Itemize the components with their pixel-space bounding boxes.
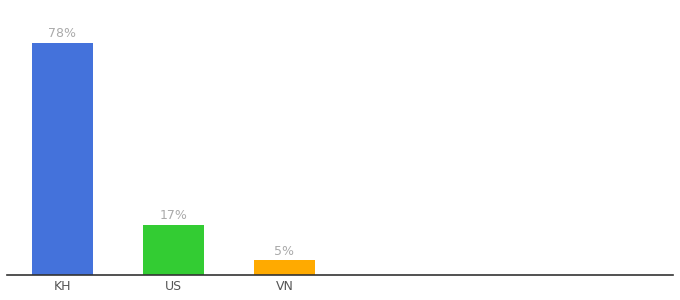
Text: 5%: 5%	[275, 245, 294, 258]
Text: 78%: 78%	[48, 27, 76, 40]
Bar	[32, 43, 93, 275]
Text: 17%: 17%	[160, 209, 188, 222]
Bar	[254, 260, 315, 275]
Bar	[143, 224, 204, 275]
